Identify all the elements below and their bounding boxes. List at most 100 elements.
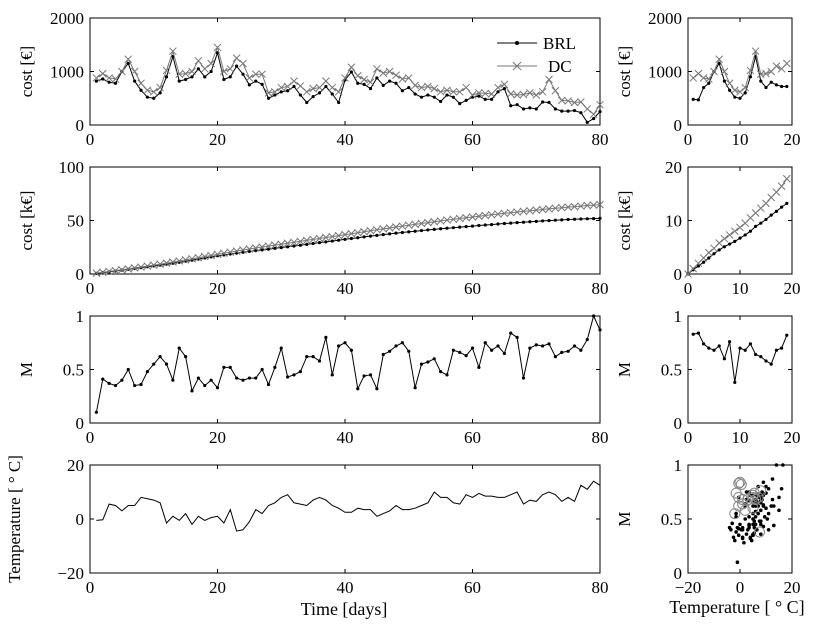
point-dc — [443, 216, 451, 224]
y-tick-label: 0.5 — [63, 361, 84, 380]
x-tick-label: 60 — [464, 279, 481, 298]
point-brl — [190, 75, 194, 79]
scatter-point-dot — [729, 528, 733, 532]
x-tick-label: 80 — [592, 130, 609, 149]
point-dc — [347, 229, 356, 238]
legend: BRL DC — [488, 26, 588, 76]
x-tick-label: 20 — [784, 428, 801, 447]
point-brl — [305, 100, 309, 105]
scatter-point-circle — [733, 491, 745, 503]
point-dc — [258, 243, 266, 251]
point-dc — [462, 83, 470, 92]
x-tick-label: 40 — [337, 279, 354, 298]
series-line-dc — [96, 45, 601, 116]
x-tick-label: 20 — [209, 428, 226, 447]
point-brl — [432, 95, 436, 99]
point-brl — [394, 231, 398, 235]
point-dc — [251, 244, 260, 252]
point-dc — [137, 263, 145, 271]
point-dc — [92, 269, 101, 277]
point-dc — [302, 87, 311, 96]
point-brl — [203, 75, 207, 79]
point-dc — [589, 201, 598, 209]
scatter-point-dot — [751, 522, 755, 527]
point-brl — [235, 64, 239, 68]
point-dc — [360, 227, 368, 236]
point-brl — [451, 95, 455, 99]
point-brl — [413, 92, 417, 96]
point-m — [769, 362, 773, 366]
point-m — [696, 331, 701, 335]
point-brl — [483, 97, 487, 101]
point-m — [158, 355, 162, 359]
point-dc — [290, 77, 298, 85]
point-m — [260, 367, 264, 372]
point-m — [413, 386, 417, 390]
point-brl — [247, 83, 251, 87]
point-m — [785, 333, 789, 337]
point-brl — [541, 100, 545, 104]
point-m — [286, 375, 290, 379]
point-brl — [266, 247, 271, 251]
point-dc — [449, 87, 458, 96]
point-dc — [720, 234, 729, 243]
point-dc — [494, 210, 502, 218]
point-brl — [279, 245, 283, 250]
point-dc — [689, 74, 698, 82]
point-dc — [736, 87, 744, 96]
point-m — [534, 343, 538, 347]
point-dc — [385, 67, 394, 76]
y-tick-label: 0 — [76, 510, 85, 529]
point-m — [196, 376, 200, 380]
point-m — [330, 373, 334, 377]
axes-frame — [89, 166, 601, 275]
point-dc — [239, 246, 247, 254]
scatter-point-dot — [749, 538, 754, 543]
point-dc — [596, 200, 604, 209]
series-line-m — [95, 314, 601, 413]
point-brl — [445, 226, 449, 230]
point-dc — [500, 209, 509, 218]
scatter-point-dot — [747, 515, 751, 519]
point-dc — [455, 87, 464, 96]
point-m — [126, 367, 130, 372]
point-m — [477, 365, 481, 369]
panel-daily: 0 20 40 60 80 0 1000 2000 cost [€] — [17, 9, 609, 149]
point-dc — [98, 268, 107, 277]
y-tick-label: 0 — [76, 116, 85, 135]
point-dc — [487, 210, 496, 219]
point-dc — [105, 74, 113, 82]
point-brl — [133, 79, 137, 83]
x-tick-label: 80 — [592, 578, 609, 597]
point-dc — [98, 69, 107, 78]
x-tick-label: 10 — [732, 279, 749, 298]
point-dc — [341, 74, 349, 82]
point-brl — [260, 248, 264, 252]
point-brl — [375, 233, 379, 237]
y-tick-label: 0 — [674, 265, 683, 284]
point-dc — [417, 83, 426, 92]
point-brl — [330, 92, 334, 96]
y-axis-label: cost [€] — [615, 46, 634, 97]
point-brl — [579, 111, 583, 115]
point-dc — [334, 231, 343, 240]
point-dc — [341, 230, 349, 239]
series-line-temperature — [96, 480, 601, 532]
point-m — [362, 374, 366, 378]
point-dc — [526, 89, 534, 97]
scatter-point-dot — [770, 477, 775, 481]
scatter-point-dot — [769, 504, 773, 508]
point-brl — [483, 223, 487, 227]
temperature-axis-label: Temperature [ ° C] — [669, 597, 804, 617]
point-dc — [188, 254, 196, 263]
point-brl — [764, 217, 768, 222]
y-axis-label: cost [€] — [17, 46, 36, 97]
point-brl — [317, 91, 322, 95]
point-dc — [443, 86, 451, 95]
point-dc — [328, 232, 337, 241]
scatter-point-circle — [734, 476, 746, 488]
point-brl — [292, 84, 296, 89]
point-brl — [368, 87, 373, 91]
point-dc — [710, 67, 718, 76]
point-brl — [748, 75, 753, 79]
